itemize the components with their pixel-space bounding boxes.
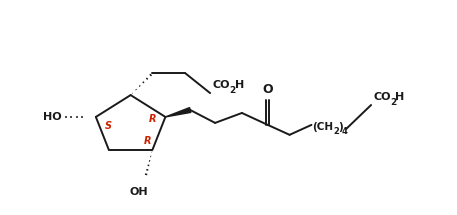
Text: S: S [105, 121, 112, 131]
Text: OH: OH [129, 187, 148, 197]
Text: 2: 2 [333, 127, 339, 136]
Text: R: R [144, 136, 151, 146]
Text: R: R [149, 114, 156, 124]
Text: 4: 4 [342, 127, 348, 136]
Text: H: H [235, 80, 244, 90]
Text: 2: 2 [229, 86, 235, 95]
Text: HO: HO [43, 112, 62, 122]
Text: (CH: (CH [313, 122, 334, 132]
Text: ): ) [338, 122, 343, 132]
Text: 2: 2 [390, 98, 396, 107]
Text: H: H [395, 92, 404, 102]
Polygon shape [165, 108, 191, 117]
Text: CO: CO [373, 92, 391, 102]
Text: CO: CO [212, 80, 229, 90]
Text: O: O [262, 83, 273, 96]
